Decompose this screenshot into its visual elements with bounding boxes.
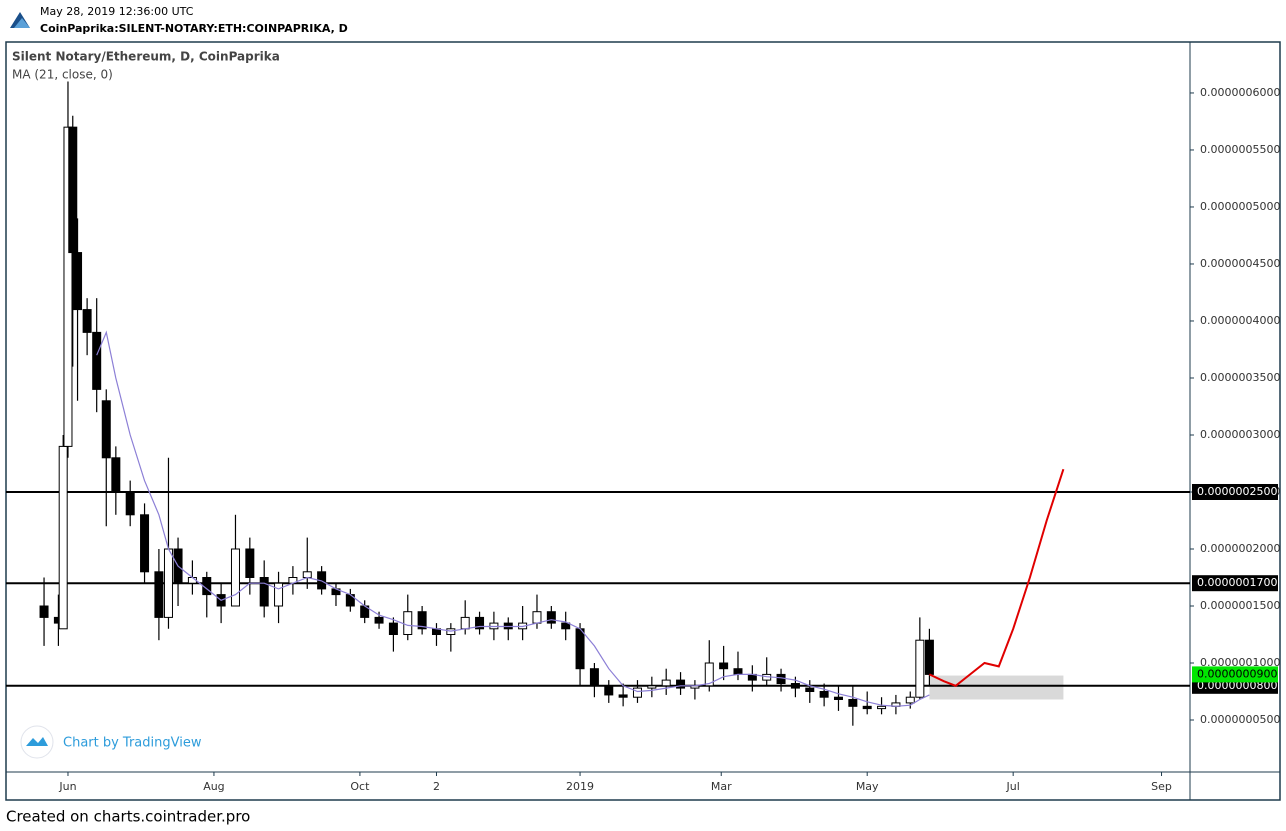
price-label: 0.0000002500 bbox=[1197, 485, 1277, 498]
candle-body bbox=[733, 668, 743, 675]
y-tick-label: 0.0000000500 bbox=[1200, 713, 1280, 726]
candle-body bbox=[73, 252, 83, 311]
y-tick-label: 0.0000006000 bbox=[1200, 86, 1280, 99]
zone bbox=[929, 675, 1064, 700]
candle-body bbox=[790, 683, 800, 689]
candle-body bbox=[647, 685, 657, 689]
y-tick-label: 0.0000001500 bbox=[1200, 599, 1280, 612]
y-tick-label: 0.0000001000 bbox=[1200, 656, 1280, 669]
candle-body bbox=[388, 622, 398, 636]
candle-body bbox=[833, 696, 843, 700]
candle-body bbox=[546, 611, 556, 624]
symbol: CoinPaprika:SILENT-NOTARY:ETH:COINPAPRIK… bbox=[40, 22, 348, 35]
plot bbox=[6, 81, 1190, 726]
x-tick-label: Aug bbox=[203, 780, 224, 793]
candle-body bbox=[154, 571, 164, 618]
y-tick-label: 0.0000005000 bbox=[1200, 200, 1280, 213]
y-tick-label: 0.0000005500 bbox=[1200, 143, 1280, 156]
candle-body bbox=[163, 548, 173, 618]
x-tick-label: Mar bbox=[711, 780, 732, 793]
x-tick-label: Sep bbox=[1151, 780, 1172, 793]
y-tick-label: 0.0000003000 bbox=[1200, 428, 1280, 441]
watermark: Chart by TradingView bbox=[63, 736, 202, 751]
candle-body bbox=[905, 696, 915, 704]
candle-body bbox=[924, 639, 934, 675]
candle-body bbox=[63, 126, 73, 447]
candle-body bbox=[676, 679, 686, 689]
candle-body bbox=[274, 582, 284, 607]
candle-body bbox=[140, 514, 150, 573]
x-tick-label: 2 bbox=[433, 780, 440, 793]
candle-body bbox=[92, 331, 102, 390]
candle-body bbox=[302, 571, 312, 579]
candle-body bbox=[125, 491, 135, 516]
candle-body bbox=[417, 611, 427, 630]
candle-body bbox=[604, 685, 614, 696]
watermark-logo bbox=[26, 737, 48, 746]
candle-body bbox=[819, 691, 829, 698]
candle-body bbox=[245, 548, 255, 579]
x-tick-label: Oct bbox=[350, 780, 370, 793]
candle-body bbox=[230, 548, 240, 607]
candle-body bbox=[82, 309, 92, 333]
price-label-box bbox=[1192, 483, 1278, 500]
candle-body bbox=[68, 126, 78, 254]
candle-body bbox=[374, 616, 384, 624]
candle-body bbox=[403, 611, 413, 636]
logo-accent bbox=[14, 18, 30, 28]
candle-body bbox=[561, 622, 571, 630]
x-tick-label: Jun bbox=[58, 780, 76, 793]
candle-body bbox=[58, 445, 68, 630]
y-tick-label: 0.0000004500 bbox=[1200, 257, 1280, 270]
candle-body bbox=[661, 679, 671, 687]
moving-average bbox=[96, 330, 930, 707]
last-price-box bbox=[1192, 666, 1278, 683]
candle-body bbox=[632, 687, 642, 698]
chart-title: Silent Notary/Ethereum, D, CoinPaprika bbox=[12, 50, 280, 64]
candle-body bbox=[618, 694, 628, 698]
footer: Created on charts.cointrader.pro bbox=[6, 808, 250, 826]
chart-frame bbox=[5, 41, 1281, 801]
candle-body bbox=[532, 611, 542, 624]
y-tick-label: 0.0000002000 bbox=[1200, 542, 1280, 555]
candle-body bbox=[862, 705, 872, 710]
price-label: 0.0000001700 bbox=[1197, 576, 1277, 589]
candle-body bbox=[719, 662, 729, 670]
candle-body bbox=[776, 673, 786, 685]
candle-body bbox=[589, 668, 599, 687]
candle-body bbox=[111, 457, 121, 493]
x-tick-label: 2019 bbox=[566, 780, 594, 793]
candle-body bbox=[704, 662, 714, 687]
candle-body bbox=[101, 400, 111, 459]
candle-body bbox=[805, 687, 815, 693]
indicator-label: MA (21, close, 0) bbox=[12, 68, 113, 82]
candle-body bbox=[460, 616, 470, 630]
x-tick-label: May bbox=[856, 780, 879, 793]
price-label-box bbox=[1192, 575, 1278, 592]
candle-body bbox=[877, 705, 887, 710]
candle-body bbox=[575, 628, 585, 670]
x-tick-label: Jul bbox=[1006, 780, 1020, 793]
y-tick-label: 0.0000004000 bbox=[1200, 314, 1280, 327]
candle-body bbox=[39, 605, 49, 618]
y-tick-label: 0.0000003500 bbox=[1200, 371, 1280, 384]
timestamp: May 28, 2019 12:36:00 UTC bbox=[40, 5, 194, 18]
candle-body bbox=[915, 639, 925, 698]
candle-body bbox=[848, 698, 858, 707]
candle-body bbox=[259, 577, 269, 607]
projection bbox=[928, 468, 1065, 687]
candle-body bbox=[475, 616, 485, 630]
last-price-label: 0.0000000900 bbox=[1197, 667, 1277, 680]
